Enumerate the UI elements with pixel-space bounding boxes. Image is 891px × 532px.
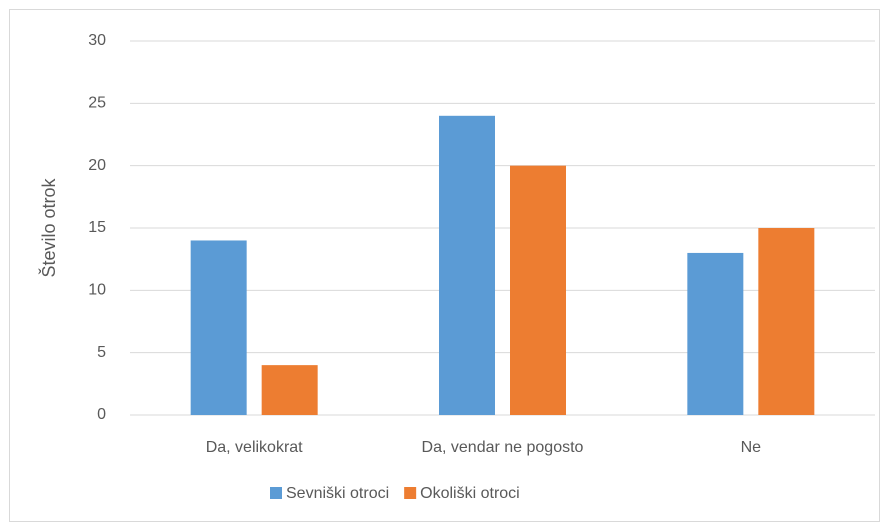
bar [758,228,815,415]
legend-swatch [404,487,417,499]
bar [190,240,247,415]
legend-label: Okoliški otroci [420,485,520,502]
bar [439,115,495,416]
x-tick-label: Ne [741,439,762,456]
bar [687,252,744,415]
y-tick-label: 10 [88,282,106,299]
legend-swatch [270,487,282,499]
y-axis-label: Število otrok [38,177,59,277]
y-tick-label: 0 [97,406,106,423]
x-tick-label: Da, velikokrat [206,439,303,456]
y-tick-label: 30 [88,32,106,49]
y-tick-label: 25 [88,95,106,112]
x-tick-label: Da, vendar ne pogosto [422,439,584,456]
y-tick-label: 15 [88,219,106,236]
bar [261,365,318,415]
legend-label: Sevniški otroci [286,485,389,502]
y-tick-label: 20 [88,157,106,174]
y-tick-label: 5 [97,344,106,361]
bar [510,165,566,415]
